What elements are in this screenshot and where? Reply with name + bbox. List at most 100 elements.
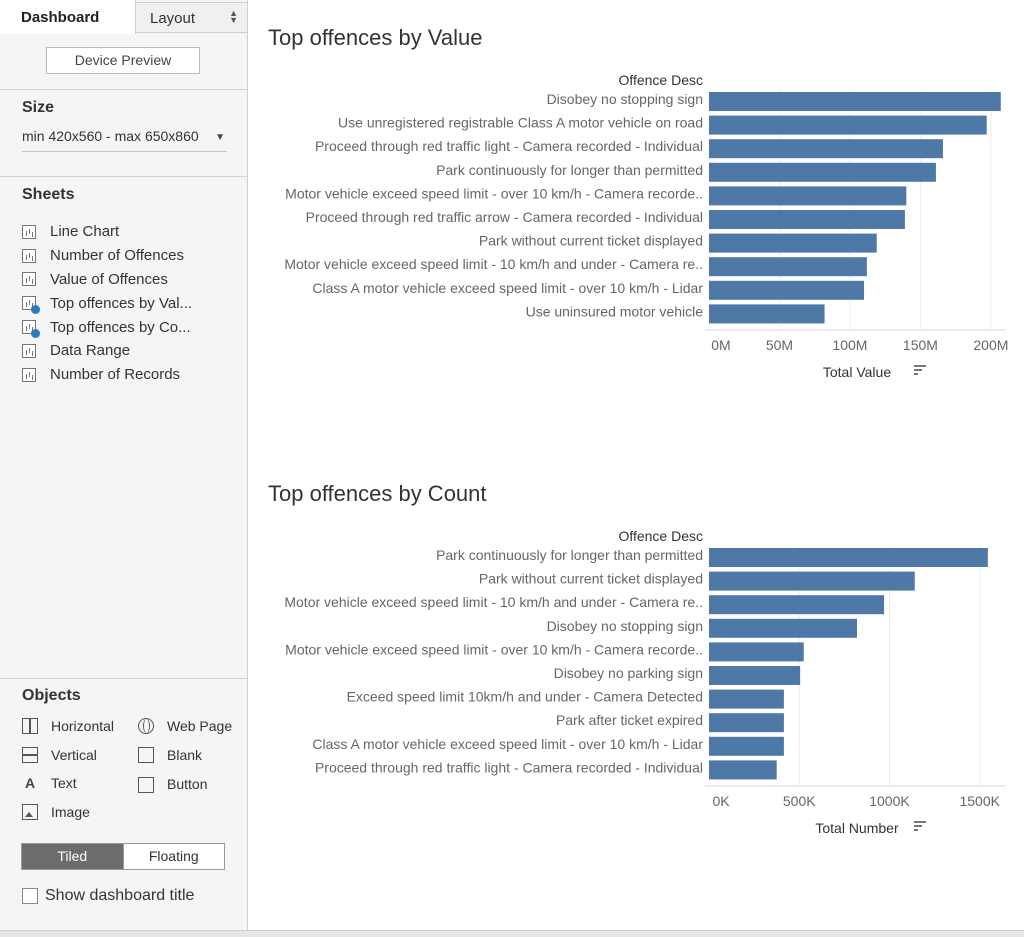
category-label: Exceed speed limit 10km/h and under - Ca…: [347, 689, 703, 705]
bar[interactable]: [709, 304, 825, 324]
sheet-item-number-of-records[interactable]: Number of Records: [22, 363, 192, 387]
category-label: Class A motor vehicle exceed speed limit…: [312, 736, 703, 752]
top-offences-by-count-chart: Offence Desc Park continuously for longer…: [284, 528, 1005, 836]
bar[interactable]: [709, 139, 943, 159]
sheet-item-number-of-offences[interactable]: Number of Offences: [22, 244, 192, 268]
x-tick-label: 0M: [711, 337, 730, 353]
bar[interactable]: [709, 760, 777, 780]
worksheet-in-use-icon: [22, 296, 40, 315]
bar[interactable]: [709, 642, 804, 662]
sheet-item-label: Data Range: [50, 342, 131, 360]
bar[interactable]: [709, 548, 988, 567]
category-label: Motor vehicle exceed speed limit - over …: [285, 185, 703, 201]
sheet-item-label: Number of Offences: [50, 247, 184, 265]
sort-descending-icon[interactable]: [914, 365, 926, 375]
x-axis-title: Total Number: [815, 820, 899, 836]
x-tick-label: 500K: [783, 793, 816, 809]
category-label: Class A motor vehicle exceed speed limit…: [312, 280, 703, 296]
bottom-tab-strip: [0, 930, 1024, 937]
floating-button[interactable]: Floating: [122, 844, 224, 869]
tab-dashboard[interactable]: Dashboard: [0, 0, 136, 34]
sheet-item-label: Top offences by Val...: [50, 294, 193, 312]
sheet-item-line-chart[interactable]: Line Chart: [22, 220, 192, 244]
object-blank[interactable]: Blank: [138, 747, 202, 763]
x-tick-label: 150M: [903, 337, 938, 353]
bar[interactable]: [709, 571, 915, 591]
globe-icon: [138, 718, 154, 734]
sheet-item-data-range[interactable]: Data Range: [22, 339, 192, 363]
size-dropdown[interactable]: min 420x560 - max 650x860 ▼: [22, 128, 227, 152]
divider: [0, 678, 248, 679]
bar[interactable]: [709, 233, 877, 253]
object-label: Web Page: [167, 718, 233, 734]
sheets-section-title: Sheets: [22, 186, 75, 203]
bar[interactable]: [709, 618, 857, 638]
bar[interactable]: [709, 162, 936, 182]
category-label: Park without current ticket displayed: [479, 571, 703, 587]
vertical-container-icon: [22, 747, 38, 763]
category-label: Park continuously for longer than permit…: [436, 547, 703, 563]
x-tick-label: 100M: [832, 337, 867, 353]
size-dropdown-value: min 420x560 - max 650x860: [22, 128, 199, 144]
divider: [0, 176, 248, 177]
sheet-item-top-offences-by-value[interactable]: Top offences by Val...: [22, 291, 192, 315]
bar[interactable]: [709, 115, 987, 135]
tab-layout[interactable]: Layout ▲ ▼: [136, 2, 248, 33]
category-header: Offence Desc: [618, 72, 703, 88]
tiled-button[interactable]: Tiled: [22, 844, 123, 869]
category-label: Use uninsured motor vehicle: [526, 303, 704, 319]
caret-down-icon: ▼: [215, 132, 225, 143]
category-label: Motor vehicle exceed speed limit - 10 km…: [284, 256, 703, 272]
object-label: Button: [167, 776, 208, 792]
category-label: Disobey no parking sign: [554, 665, 703, 681]
object-web-page[interactable]: Web Page: [138, 718, 232, 734]
bar[interactable]: [709, 666, 801, 685]
object-label: Horizontal: [51, 718, 115, 734]
chart-title-value: Top offences by Value: [268, 25, 483, 50]
dashboard-canvas: Top offences by Value Offence Desc Disobe…: [249, 0, 1024, 930]
object-image[interactable]: Image: [22, 804, 90, 820]
x-tick-label: 0K: [712, 793, 730, 809]
bar[interactable]: [709, 280, 865, 300]
object-button[interactable]: Button: [138, 775, 207, 793]
sheet-list: Line Chart Number of Offences Value of O…: [22, 220, 192, 387]
object-vertical[interactable]: Vertical: [22, 747, 97, 763]
blank-square-icon: [138, 747, 154, 763]
show-dashboard-title-label: Show dashboard title: [45, 887, 195, 904]
bar[interactable]: [709, 736, 784, 756]
category-label: Park without current ticket displayed: [479, 233, 703, 249]
bar[interactable]: [709, 595, 885, 615]
worksheet-in-use-icon: [22, 320, 40, 339]
sidebar-tabs: Dashboard Layout ▲ ▼: [0, 0, 248, 34]
horizontal-container-icon: [22, 718, 38, 734]
category-label: Park continuously for longer than permit…: [436, 162, 703, 178]
worksheet-icon: [22, 248, 36, 263]
sheet-item-top-offences-by-count[interactable]: Top offences by Co...: [22, 315, 192, 339]
bar[interactable]: [709, 689, 784, 709]
object-horizontal[interactable]: Horizontal: [22, 718, 114, 734]
sheet-item-value-of-offences[interactable]: Value of Offences: [22, 268, 192, 292]
x-tick-label: 50M: [766, 337, 793, 353]
show-dashboard-title-checkbox[interactable]: [22, 888, 38, 904]
tiled-floating-toggle: Tiled Floating: [21, 843, 225, 870]
device-preview-button[interactable]: Device Preview: [46, 47, 200, 74]
divider: [0, 89, 248, 90]
chart-title-count: Top offences by Count: [268, 481, 487, 506]
tab-layout-label: Layout: [150, 10, 196, 27]
sheet-item-label: Top offences by Co...: [50, 318, 191, 336]
object-text[interactable]: A Text: [22, 775, 77, 791]
worksheet-icon: [22, 224, 36, 239]
bar[interactable]: [709, 210, 905, 229]
show-dashboard-title-option[interactable]: Show dashboard title: [22, 887, 194, 905]
image-icon: [22, 804, 38, 820]
object-label: Vertical: [51, 747, 97, 763]
sort-descending-icon[interactable]: [914, 821, 926, 831]
sheet-item-label: Line Chart: [50, 223, 120, 241]
bar[interactable]: [709, 257, 867, 277]
bar[interactable]: [709, 92, 1001, 111]
bar[interactable]: [709, 186, 907, 206]
button-cursor-icon: [138, 777, 154, 793]
category-label: Disobey no stopping sign: [547, 91, 703, 107]
bar[interactable]: [709, 713, 784, 733]
category-label: Motor vehicle exceed speed limit - over …: [285, 641, 703, 657]
